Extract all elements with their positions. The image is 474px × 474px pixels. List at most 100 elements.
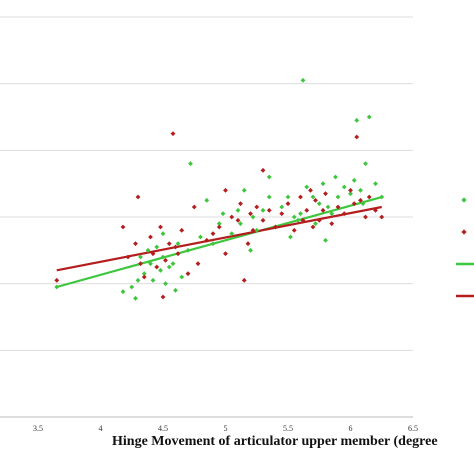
- data-point: [285, 194, 291, 200]
- data-point: [373, 181, 378, 187]
- fit-line-1: [56, 205, 382, 272]
- data-point: [363, 161, 368, 167]
- data-point: [141, 271, 147, 277]
- data-point: [188, 161, 193, 167]
- data-point: [316, 217, 322, 223]
- data-point: [148, 261, 153, 267]
- data-point: [348, 191, 353, 197]
- data-point: [341, 211, 347, 217]
- data-point: [363, 214, 368, 220]
- data-point: [160, 294, 166, 300]
- data-point: [304, 207, 310, 213]
- data-point: [135, 277, 141, 283]
- data-point: [173, 244, 178, 250]
- data-point: [285, 201, 291, 207]
- data-point: [254, 204, 260, 210]
- data-point: [195, 261, 201, 267]
- data-point: [120, 289, 126, 295]
- data-point: [179, 227, 185, 233]
- data-point: [300, 77, 306, 83]
- data-point: [333, 174, 338, 180]
- data-point: [335, 204, 341, 210]
- data-point: [310, 194, 316, 200]
- legend-marker-1: [461, 229, 467, 235]
- legend-marker-0: [461, 197, 467, 203]
- x-tick-label: 6.5: [408, 424, 418, 433]
- data-point: [191, 204, 197, 210]
- data-point: [260, 207, 266, 213]
- data-point: [125, 254, 131, 260]
- data-point: [133, 241, 138, 247]
- data-point: [245, 241, 251, 247]
- data-point: [235, 217, 241, 223]
- data-point: [150, 251, 156, 257]
- x-tick-label: 6: [349, 424, 353, 433]
- data-point: [341, 184, 347, 190]
- data-point: [358, 197, 363, 203]
- data-point: [320, 181, 326, 187]
- data-point: [120, 224, 126, 230]
- x-tick-label: 4.5: [158, 424, 168, 433]
- data-point: [154, 264, 160, 270]
- data-point: [198, 234, 203, 240]
- data-point: [254, 227, 260, 233]
- data-point: [170, 261, 176, 267]
- data-point: [310, 224, 316, 230]
- data-point: [220, 211, 226, 217]
- data-point: [366, 114, 372, 120]
- data-point: [238, 201, 243, 207]
- x-tick-label: 5: [224, 424, 228, 433]
- data-point: [316, 201, 322, 207]
- data-point: [325, 204, 331, 210]
- data-point: [163, 257, 168, 263]
- data-point: [298, 211, 303, 217]
- data-point: [54, 284, 60, 290]
- data-point: [241, 187, 247, 193]
- data-point: [329, 211, 335, 217]
- x-axis-title: Hinge Movement of articulator upper memb…: [112, 434, 438, 449]
- data-point: [320, 207, 326, 213]
- data-point: [141, 274, 147, 280]
- data-point: [266, 207, 272, 213]
- data-point: [373, 207, 378, 213]
- data-point: [138, 254, 143, 260]
- data-point: [216, 221, 222, 227]
- data-point: [358, 187, 363, 193]
- data-point: [295, 217, 301, 223]
- data-point: [160, 254, 166, 260]
- data-point: [300, 217, 306, 223]
- data-point: [298, 194, 303, 200]
- data-point: [54, 277, 60, 283]
- data-point: [223, 187, 228, 193]
- gridlines: [0, 16, 413, 351]
- data-point: [323, 191, 328, 197]
- data-point: [210, 241, 216, 247]
- data-point: [179, 274, 185, 280]
- data-points: [54, 77, 385, 301]
- data-point: [308, 187, 313, 193]
- data-point: [154, 244, 160, 250]
- data-point: [173, 287, 178, 293]
- data-point: [273, 224, 278, 230]
- data-point: [145, 247, 151, 253]
- data-point: [229, 214, 235, 220]
- data-point: [229, 231, 235, 237]
- data-point: [129, 284, 135, 290]
- data-point: [175, 251, 181, 257]
- data-point: [150, 277, 156, 283]
- data-point: [279, 211, 285, 217]
- data-point: [185, 271, 191, 277]
- data-point: [329, 221, 335, 227]
- data-point: [204, 197, 210, 203]
- data-point: [148, 234, 153, 240]
- data-point: [241, 277, 247, 283]
- fit-line-0: [56, 195, 383, 289]
- data-point: [313, 221, 318, 227]
- data-point: [266, 174, 272, 180]
- data-point: [235, 207, 241, 213]
- x-tick-labels: 3.5 4 4.5 5 5.5 6 6.5: [33, 424, 418, 433]
- data-point: [160, 231, 166, 237]
- data-point: [158, 224, 163, 230]
- data-point: [210, 231, 216, 237]
